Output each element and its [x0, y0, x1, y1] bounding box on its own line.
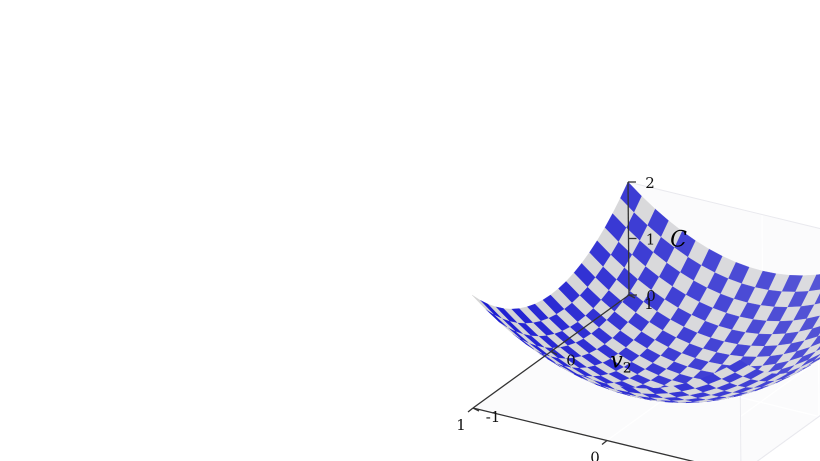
svg-text:1: 1 [646, 231, 656, 249]
svg-text:1: 1 [644, 295, 654, 313]
svg-text:0: 0 [566, 352, 576, 370]
svg-text:0: 0 [590, 449, 600, 461]
axis-ticks [467, 181, 637, 446]
axis-labels: -101-101012v1v2C [456, 174, 687, 461]
svg-text:0: 0 [646, 287, 656, 305]
svg-text:2: 2 [645, 174, 655, 192]
svg-text:-1: -1 [486, 408, 501, 426]
svg-text:1: 1 [456, 416, 466, 434]
svg-text:v2: v2 [610, 349, 631, 377]
svg-text:C: C [670, 228, 687, 253]
surface-mesh [471, 181, 820, 403]
